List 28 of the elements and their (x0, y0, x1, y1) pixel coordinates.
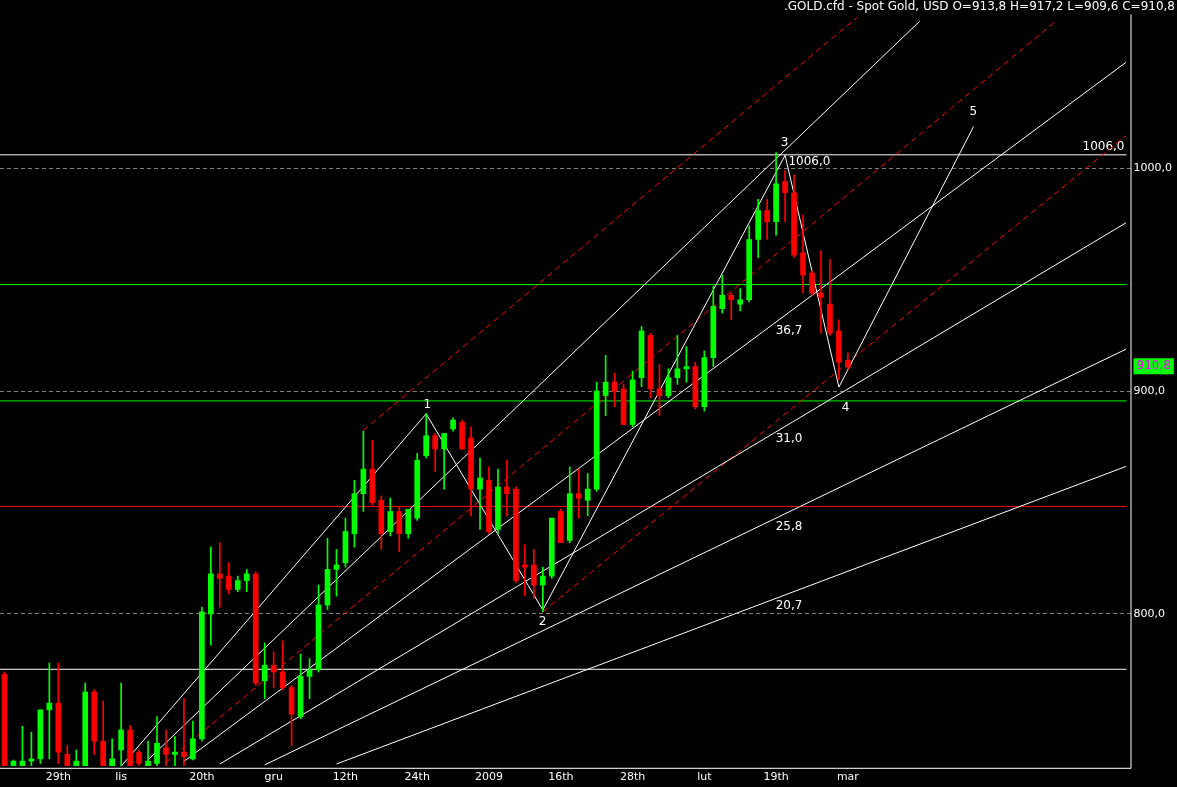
annotation: 4 (841, 399, 850, 414)
annotation: 3 (780, 135, 789, 150)
text: 910,8 (1136, 358, 1171, 373)
annotation: 1006,0 (788, 154, 831, 169)
annotation: 36,7 (775, 322, 803, 337)
ref-line-label: 1006,0 (1082, 138, 1125, 153)
x-tick-label: 19th (763, 770, 789, 784)
x-tick-label: lis (115, 770, 128, 784)
x-tick-label: 20th (189, 770, 215, 784)
annotation: 1 (423, 396, 432, 411)
y-tick-label: 800,0 (1133, 606, 1166, 620)
x-tick-label: mar (836, 770, 860, 784)
chart-title: .GOLD.cfd - Spot Gold, USD O=913,8 H=917,2 L=909,6 C=910,8 (783, 0, 1175, 14)
x-tick-label: 12th (332, 770, 359, 784)
annotation: 20,7 (775, 597, 803, 612)
x-tick-label: 16th (548, 770, 574, 784)
x-tick-label: lut (697, 770, 713, 784)
x-tick-label: gru (264, 770, 283, 784)
annotation: 25,8 (775, 518, 803, 533)
x-tick-label: 29th (45, 770, 71, 784)
x-tick-label: 2009 (474, 770, 503, 784)
annotation: 5 (969, 104, 978, 119)
annotation: 31,0 (775, 431, 803, 446)
y-tick-label: 900,0 (1133, 383, 1166, 397)
x-tick-label: 24th (404, 770, 430, 784)
annotation: 2 (538, 613, 547, 628)
x-tick-label: 28th (619, 770, 646, 784)
y-tick-label: 1000,0 (1133, 161, 1173, 175)
